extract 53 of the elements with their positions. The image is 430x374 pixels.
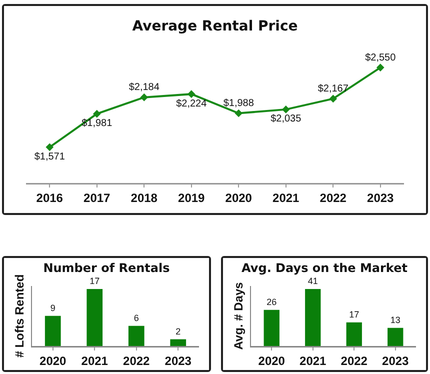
chart-title: Avg. Days on the Market [242, 261, 408, 275]
data-label: $2,224 [176, 98, 208, 110]
x-tick-label: 2017 [84, 190, 111, 205]
x-tick-label: 2020 [40, 354, 67, 368]
data-label: $1,988 [223, 98, 254, 110]
data-label: 13 [390, 314, 400, 325]
bar [264, 310, 280, 346]
x-tick-label: 2023 [164, 354, 192, 368]
x-tick-label: 2021 [300, 354, 327, 368]
data-label: 17 [349, 309, 360, 320]
y-axis-title: # Lofts Rented [12, 274, 26, 358]
bar [305, 289, 321, 346]
x-tick-label: 2020 [258, 354, 286, 368]
bar [44, 316, 61, 346]
data-label: 17 [90, 276, 100, 286]
data-label: 2 [176, 326, 181, 336]
point [140, 93, 148, 102]
point [92, 110, 101, 118]
x-tick-label: 2018 [130, 190, 158, 205]
x-tick-label: 2023 [382, 354, 410, 368]
bar [170, 339, 186, 346]
point [376, 64, 384, 72]
x-tick-label: 2016 [36, 190, 64, 205]
x-tick-label: 2021 [81, 354, 108, 368]
data-label: 41 [308, 276, 318, 286]
bar [86, 289, 103, 346]
data-label: 26 [266, 296, 277, 307]
bar [128, 326, 144, 346]
point [282, 106, 290, 114]
y-axis-title: Avg. # Days [231, 282, 246, 350]
bar [346, 322, 362, 346]
data-label: 9 [50, 302, 56, 313]
chart-title: Number of Rentals [43, 261, 170, 275]
data-label: $1,981 [82, 118, 113, 130]
point [234, 109, 243, 118]
point [46, 143, 54, 152]
data-label: $2,035 [270, 114, 302, 125]
x-tick-label: 2022 [123, 354, 150, 368]
x-tick-label: 2022 [320, 190, 347, 205]
x-tick-label: 2020 [225, 190, 252, 205]
chart-title: Average Rental Price [132, 18, 298, 34]
point [187, 90, 196, 98]
data-label: $2,184 [128, 82, 160, 94]
x-tick-label: 2021 [272, 190, 300, 205]
x-tick-label: 2022 [340, 354, 368, 368]
x-tick-label: 2023 [367, 190, 394, 205]
data-label: $2,550 [365, 52, 396, 64]
data-label: $1,571 [34, 151, 66, 162]
data-label: $2,167 [318, 83, 349, 94]
data-label: 6 [134, 312, 139, 323]
bar [388, 328, 404, 346]
x-tick-label: 2019 [178, 190, 206, 205]
point [329, 94, 338, 103]
